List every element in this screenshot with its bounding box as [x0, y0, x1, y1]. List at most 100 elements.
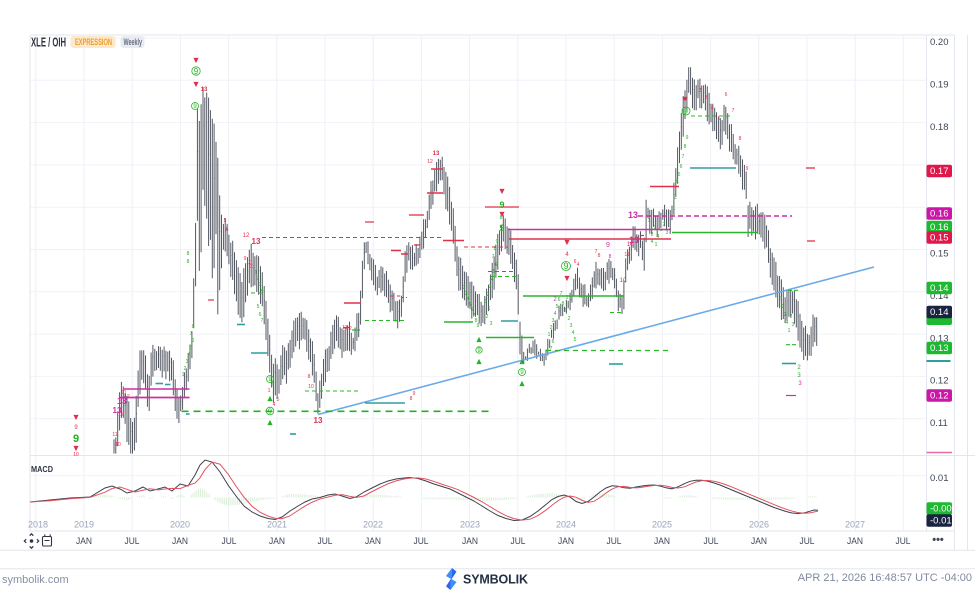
- svg-text:8: 8: [494, 246, 497, 252]
- svg-text:2020: 2020: [170, 520, 190, 530]
- svg-text:SYMBOLIK: SYMBOLIK: [463, 573, 528, 587]
- svg-text:2: 2: [651, 232, 654, 238]
- svg-text:7: 7: [473, 313, 476, 319]
- svg-text:4: 4: [261, 288, 264, 294]
- svg-text:6: 6: [725, 92, 728, 98]
- svg-text:5: 5: [493, 269, 496, 275]
- svg-text:JUL: JUL: [414, 536, 429, 546]
- svg-text:2021: 2021: [267, 520, 287, 530]
- svg-text:JAN: JAN: [751, 536, 767, 546]
- svg-text:2026: 2026: [749, 520, 769, 530]
- svg-text:7: 7: [732, 108, 735, 114]
- svg-text:5: 5: [718, 116, 721, 122]
- svg-text:13: 13: [628, 210, 638, 220]
- svg-text:2: 2: [550, 325, 553, 331]
- svg-text:6: 6: [471, 307, 474, 313]
- svg-text:1: 1: [268, 388, 271, 394]
- svg-text:9: 9: [606, 242, 610, 249]
- svg-text:9: 9: [268, 377, 272, 383]
- svg-text:MACD: MACD: [31, 464, 53, 474]
- svg-text:JAN: JAN: [172, 536, 188, 546]
- svg-text:0.19: 0.19: [930, 80, 949, 91]
- svg-text:0.15: 0.15: [930, 233, 949, 244]
- svg-text:6: 6: [192, 338, 195, 344]
- svg-text:7: 7: [190, 331, 193, 337]
- svg-text:9: 9: [684, 109, 688, 116]
- svg-text:9: 9: [413, 391, 416, 397]
- svg-text:6: 6: [680, 164, 683, 170]
- svg-text:2019: 2019: [74, 520, 94, 530]
- svg-text:2: 2: [782, 304, 785, 310]
- svg-text:1: 1: [488, 306, 491, 312]
- svg-text:JUL: JUL: [607, 536, 622, 546]
- svg-text:4: 4: [657, 234, 660, 240]
- svg-text:symbolik.com: symbolik.com: [2, 574, 69, 586]
- svg-text:5: 5: [257, 304, 260, 310]
- svg-text:JAN: JAN: [365, 536, 381, 546]
- svg-text:4: 4: [273, 402, 276, 408]
- svg-text:JUL: JUL: [800, 536, 815, 546]
- svg-text:3: 3: [570, 323, 573, 329]
- svg-text:4: 4: [572, 330, 575, 336]
- svg-text:9: 9: [564, 308, 567, 314]
- svg-text:1: 1: [673, 206, 676, 212]
- svg-text:0.18: 0.18: [930, 122, 949, 133]
- svg-text:13: 13: [433, 151, 440, 157]
- svg-text:3: 3: [465, 291, 468, 297]
- svg-text:13: 13: [113, 406, 122, 415]
- svg-text:4: 4: [565, 252, 569, 258]
- svg-text:10: 10: [115, 442, 121, 448]
- svg-text:1: 1: [648, 218, 651, 224]
- svg-text:5: 5: [190, 345, 193, 351]
- svg-text:6: 6: [552, 339, 555, 345]
- svg-text:4: 4: [467, 296, 470, 302]
- svg-text:7: 7: [492, 254, 495, 260]
- svg-text:2: 2: [699, 88, 702, 94]
- svg-text:2018: 2018: [28, 520, 48, 530]
- svg-text:0.15: 0.15: [930, 249, 949, 260]
- svg-text:0.16: 0.16: [930, 209, 949, 220]
- svg-text:0.12: 0.12: [930, 376, 949, 387]
- svg-text:3: 3: [186, 359, 189, 365]
- svg-text:XLE / OIH: XLE / OIH: [31, 36, 66, 50]
- svg-text:9: 9: [496, 239, 499, 245]
- svg-text:8: 8: [308, 374, 311, 380]
- svg-text:10: 10: [620, 278, 627, 284]
- svg-text:7: 7: [550, 346, 553, 352]
- svg-text:9: 9: [244, 256, 247, 262]
- svg-text:4: 4: [577, 262, 580, 268]
- svg-text:3: 3: [489, 284, 492, 290]
- svg-text:2022: 2022: [363, 520, 383, 530]
- svg-text:0.14: 0.14: [930, 307, 949, 318]
- svg-text:12: 12: [124, 394, 130, 400]
- svg-text:8: 8: [598, 253, 601, 259]
- svg-text:2: 2: [568, 316, 571, 322]
- svg-text:6: 6: [574, 259, 577, 265]
- svg-text:9: 9: [499, 223, 504, 233]
- svg-text:10: 10: [308, 384, 314, 390]
- svg-text:Weekly: Weekly: [124, 37, 143, 47]
- svg-text:2: 2: [790, 314, 793, 320]
- svg-text:2: 2: [797, 365, 801, 371]
- svg-text:6: 6: [226, 227, 229, 233]
- svg-text:2: 2: [184, 366, 187, 372]
- svg-text:JAN: JAN: [76, 536, 92, 546]
- svg-text:4: 4: [188, 352, 191, 358]
- svg-text:JUL: JUL: [318, 536, 333, 546]
- svg-text:9: 9: [477, 323, 480, 329]
- svg-text:1: 1: [548, 332, 551, 338]
- svg-text:7: 7: [682, 154, 685, 160]
- svg-text:JAN: JAN: [654, 536, 670, 546]
- svg-text:8: 8: [500, 215, 503, 221]
- svg-text:9: 9: [520, 370, 524, 376]
- svg-text:3: 3: [798, 381, 802, 387]
- svg-text:0.13: 0.13: [930, 343, 949, 354]
- svg-text:12: 12: [118, 412, 124, 418]
- svg-text:3: 3: [705, 95, 708, 101]
- svg-text:9: 9: [268, 409, 272, 416]
- svg-text:EXPRESSION: EXPRESSION: [75, 37, 112, 47]
- svg-text:5: 5: [678, 172, 681, 178]
- svg-text:0.01: 0.01: [930, 473, 949, 484]
- svg-text:2025: 2025: [652, 520, 672, 530]
- svg-text:2: 2: [663, 222, 666, 228]
